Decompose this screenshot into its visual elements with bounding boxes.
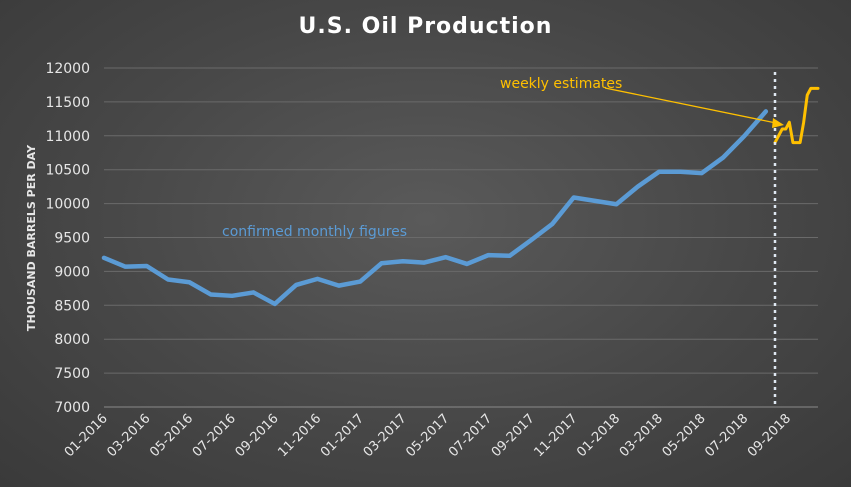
y-tick-label: 12000	[45, 61, 90, 77]
x-tick-label: 09-2016	[233, 411, 282, 460]
x-tick-label: 01-2016	[62, 411, 111, 460]
x-tick-label: 01-2018	[574, 411, 623, 460]
x-axis-ticks: 01-201603-201605-201607-201609-201611-20…	[62, 411, 794, 460]
x-tick-label: 05-2018	[660, 411, 709, 460]
y-tick-label: 7500	[54, 366, 90, 382]
chart-title: U.S. Oil Production	[298, 14, 553, 39]
x-tick-label: 01-2017	[318, 411, 367, 460]
y-tick-label: 8000	[54, 332, 90, 348]
x-tick-label: 07-2016	[190, 411, 239, 460]
annotations: weekly estimates confirmed monthly figur…	[222, 76, 784, 240]
y-axis-label: THOUSAND BARRELS PER DAY	[25, 144, 38, 331]
y-axis-ticks: 7000 7500 8000 8500 9000 9500 10000 10500 11000 1…	[45, 61, 90, 416]
x-tick-label: 09-2018	[745, 411, 794, 460]
x-tick-label: 09-2017	[489, 411, 538, 460]
y-tick-label: 9500	[54, 231, 90, 247]
x-tick-label: 03-2017	[361, 411, 410, 460]
y-tick-label: 11000	[45, 129, 90, 145]
y-tick-label: 10000	[45, 197, 90, 213]
x-tick-label: 05-2016	[147, 411, 196, 460]
y-tick-label: 10500	[45, 163, 90, 179]
series-confirmed-monthly-line	[101, 109, 769, 307]
x-tick-label: 05-2017	[403, 411, 452, 460]
x-tick-label: 11-2016	[275, 411, 324, 460]
y-tick-label: 9000	[54, 264, 90, 280]
x-tick-label: 03-2016	[105, 411, 154, 460]
x-tick-label: 03-2018	[617, 411, 666, 460]
series-weekly-estimates-line	[773, 86, 820, 145]
gridlines	[104, 67, 818, 408]
y-tick-label: 7000	[54, 400, 90, 416]
x-tick-label: 07-2017	[446, 411, 495, 460]
annotation-arrowhead	[772, 118, 784, 128]
x-tick-label: 11-2017	[532, 411, 581, 460]
y-tick-label: 11500	[45, 95, 90, 111]
y-tick-label: 8500	[54, 298, 90, 314]
series-lines	[101, 86, 820, 307]
annotation-weekly-estimates: weekly estimates	[500, 76, 622, 92]
annotation-confirmed-monthly: confirmed monthly figures	[222, 224, 407, 240]
annotation-arrow-line	[604, 87, 777, 124]
x-tick-label: 07-2018	[702, 411, 751, 460]
